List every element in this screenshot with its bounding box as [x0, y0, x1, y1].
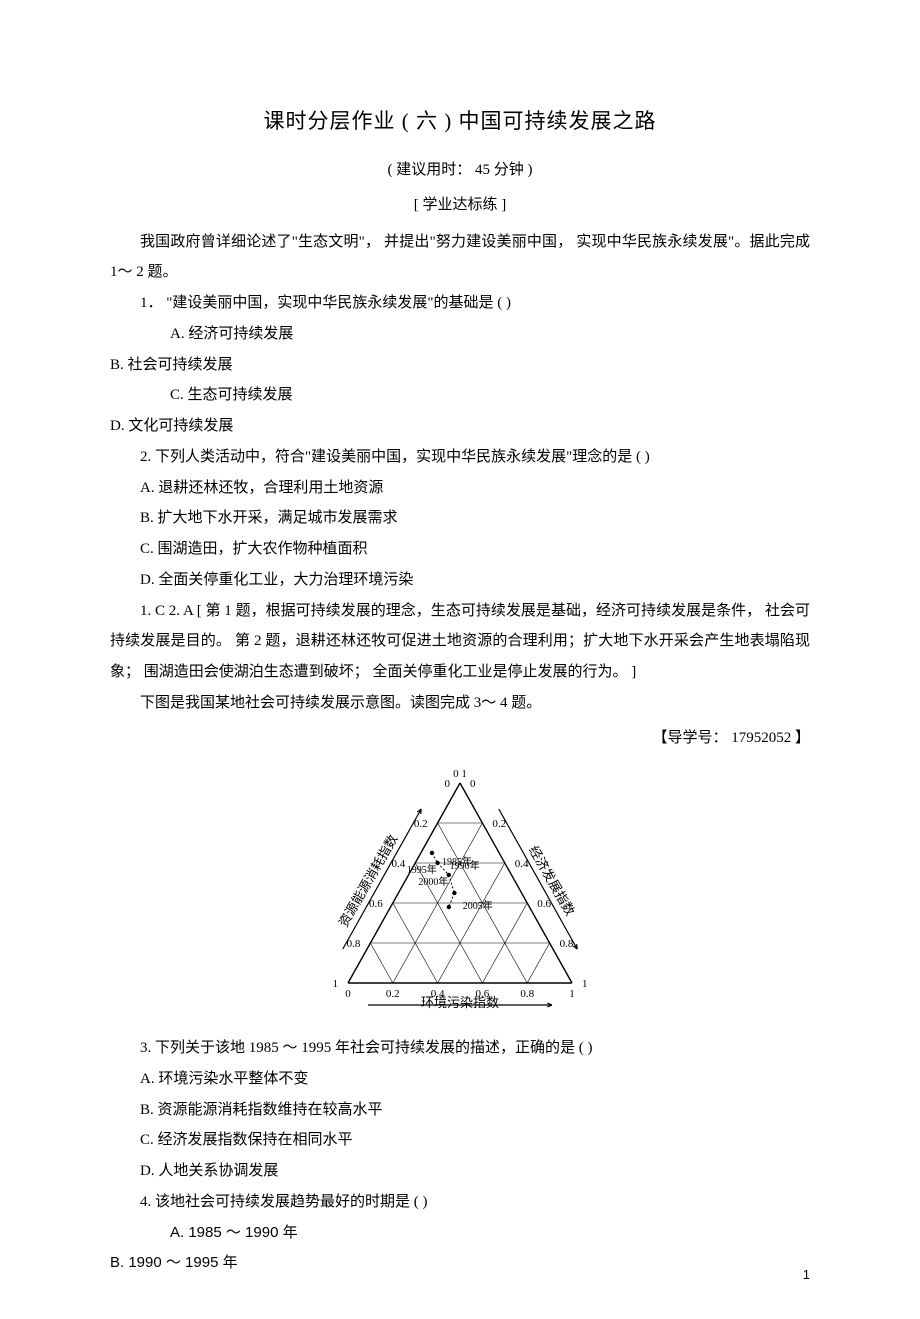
svg-text:0: 0	[345, 988, 351, 1000]
svg-text:资源能源消耗指数: 资源能源消耗指数	[336, 832, 401, 930]
svg-text:0: 0	[445, 778, 451, 790]
section-heading: [ 学业达标练 ]	[110, 190, 810, 221]
q3-opt-c: C. 经济发展指数保持在相同水平	[110, 1125, 810, 1156]
svg-text:1: 1	[582, 978, 588, 990]
q3-opt-b: B. 资源能源消耗指数维持在较高水平	[110, 1095, 810, 1126]
svg-text:环境污染指数: 环境污染指数	[421, 995, 499, 1010]
page-title: 课时分层作业 ( 六 ) 中国可持续发展之路	[110, 100, 810, 143]
svg-text:1: 1	[569, 988, 575, 1000]
q4-stem: 4. 该地社会可持续发展趋势最好的时期是 ( )	[110, 1187, 810, 1218]
guide-number: 【导学号： 17952052 】	[110, 723, 810, 754]
svg-text:0.2: 0.2	[492, 818, 506, 830]
intro-paragraph: 我国政府曾详细论述了"生态文明"， 并提出"努力建设美丽中国， 实现中华民族永续…	[110, 227, 810, 289]
q1-opt-c: C. 生态可持续发展	[140, 380, 476, 411]
q4-opt-a: A. 1985 ～ 1990 年	[140, 1218, 476, 1249]
q1-stem: 1． "建设美丽中国，实现中华民族永续发展"的基础是 ( )	[110, 288, 810, 319]
q2-opt-b: B. 扩大地下水开采，满足城市发展需求	[110, 503, 810, 534]
q1-opt-d: D. 文化可持续发展	[110, 411, 446, 442]
svg-text:2005年: 2005年	[463, 899, 493, 912]
svg-text:0.2: 0.2	[386, 988, 400, 1000]
svg-text:0: 0	[470, 778, 476, 790]
q3-opt-a: A. 环境污染水平整体不变	[110, 1064, 810, 1095]
page-number: 1	[803, 1262, 810, 1289]
svg-text:1990年: 1990年	[450, 859, 480, 872]
svg-text:0.2: 0.2	[414, 818, 428, 830]
q3-opt-d: D. 人地关系协调发展	[110, 1156, 810, 1187]
svg-text:2000年: 2000年	[418, 875, 448, 888]
svg-text:0.8: 0.8	[520, 988, 534, 1000]
q4-opt-b: B. 1990 ～ 1995 年	[110, 1248, 446, 1279]
ternary-diagram: 00.20.40.60.8110.80.60.40.2010.80.60.40.…	[110, 761, 810, 1025]
q3-stem: 3. 下列关于该地 1985 ～ 1995 年社会可持续发展的描述，正确的是 (…	[110, 1033, 810, 1064]
svg-text:0.6: 0.6	[369, 898, 383, 910]
intro-3-4: 下图是我国某地社会可持续发展示意图。读图完成 3～ 4 题。	[110, 688, 810, 719]
svg-text:经济发展指数: 经济发展指数	[526, 844, 578, 919]
svg-text:1: 1	[333, 978, 339, 990]
q2-opt-a: A. 退耕还林还牧，合理利用土地资源	[110, 473, 810, 504]
q2-opt-c: C. 围湖造田，扩大农作物种植面积	[110, 534, 810, 565]
svg-text:0 1: 0 1	[453, 768, 467, 780]
q1-opt-b: B. 社会可持续发展	[110, 350, 446, 381]
q2-opt-d: D. 全面关停重化工业，大力治理环境污染	[110, 565, 810, 596]
time-suggestion: ( 建议用时： 45 分钟 )	[110, 155, 810, 186]
q1-opt-a: A. 经济可持续发展	[140, 319, 476, 350]
svg-text:1995年: 1995年	[407, 863, 437, 876]
svg-text:0.4: 0.4	[391, 858, 405, 870]
svg-text:0.8: 0.8	[347, 938, 361, 950]
q2-stem: 2. 下列人类活动中，符合"建设美丽中国，实现中华民族永续发展"理念的是 ( )	[110, 442, 810, 473]
answer-1-2: 1. C 2. A [ 第 1 题，根据可持续发展的理念，生态可持续发展是基础，…	[110, 596, 810, 688]
